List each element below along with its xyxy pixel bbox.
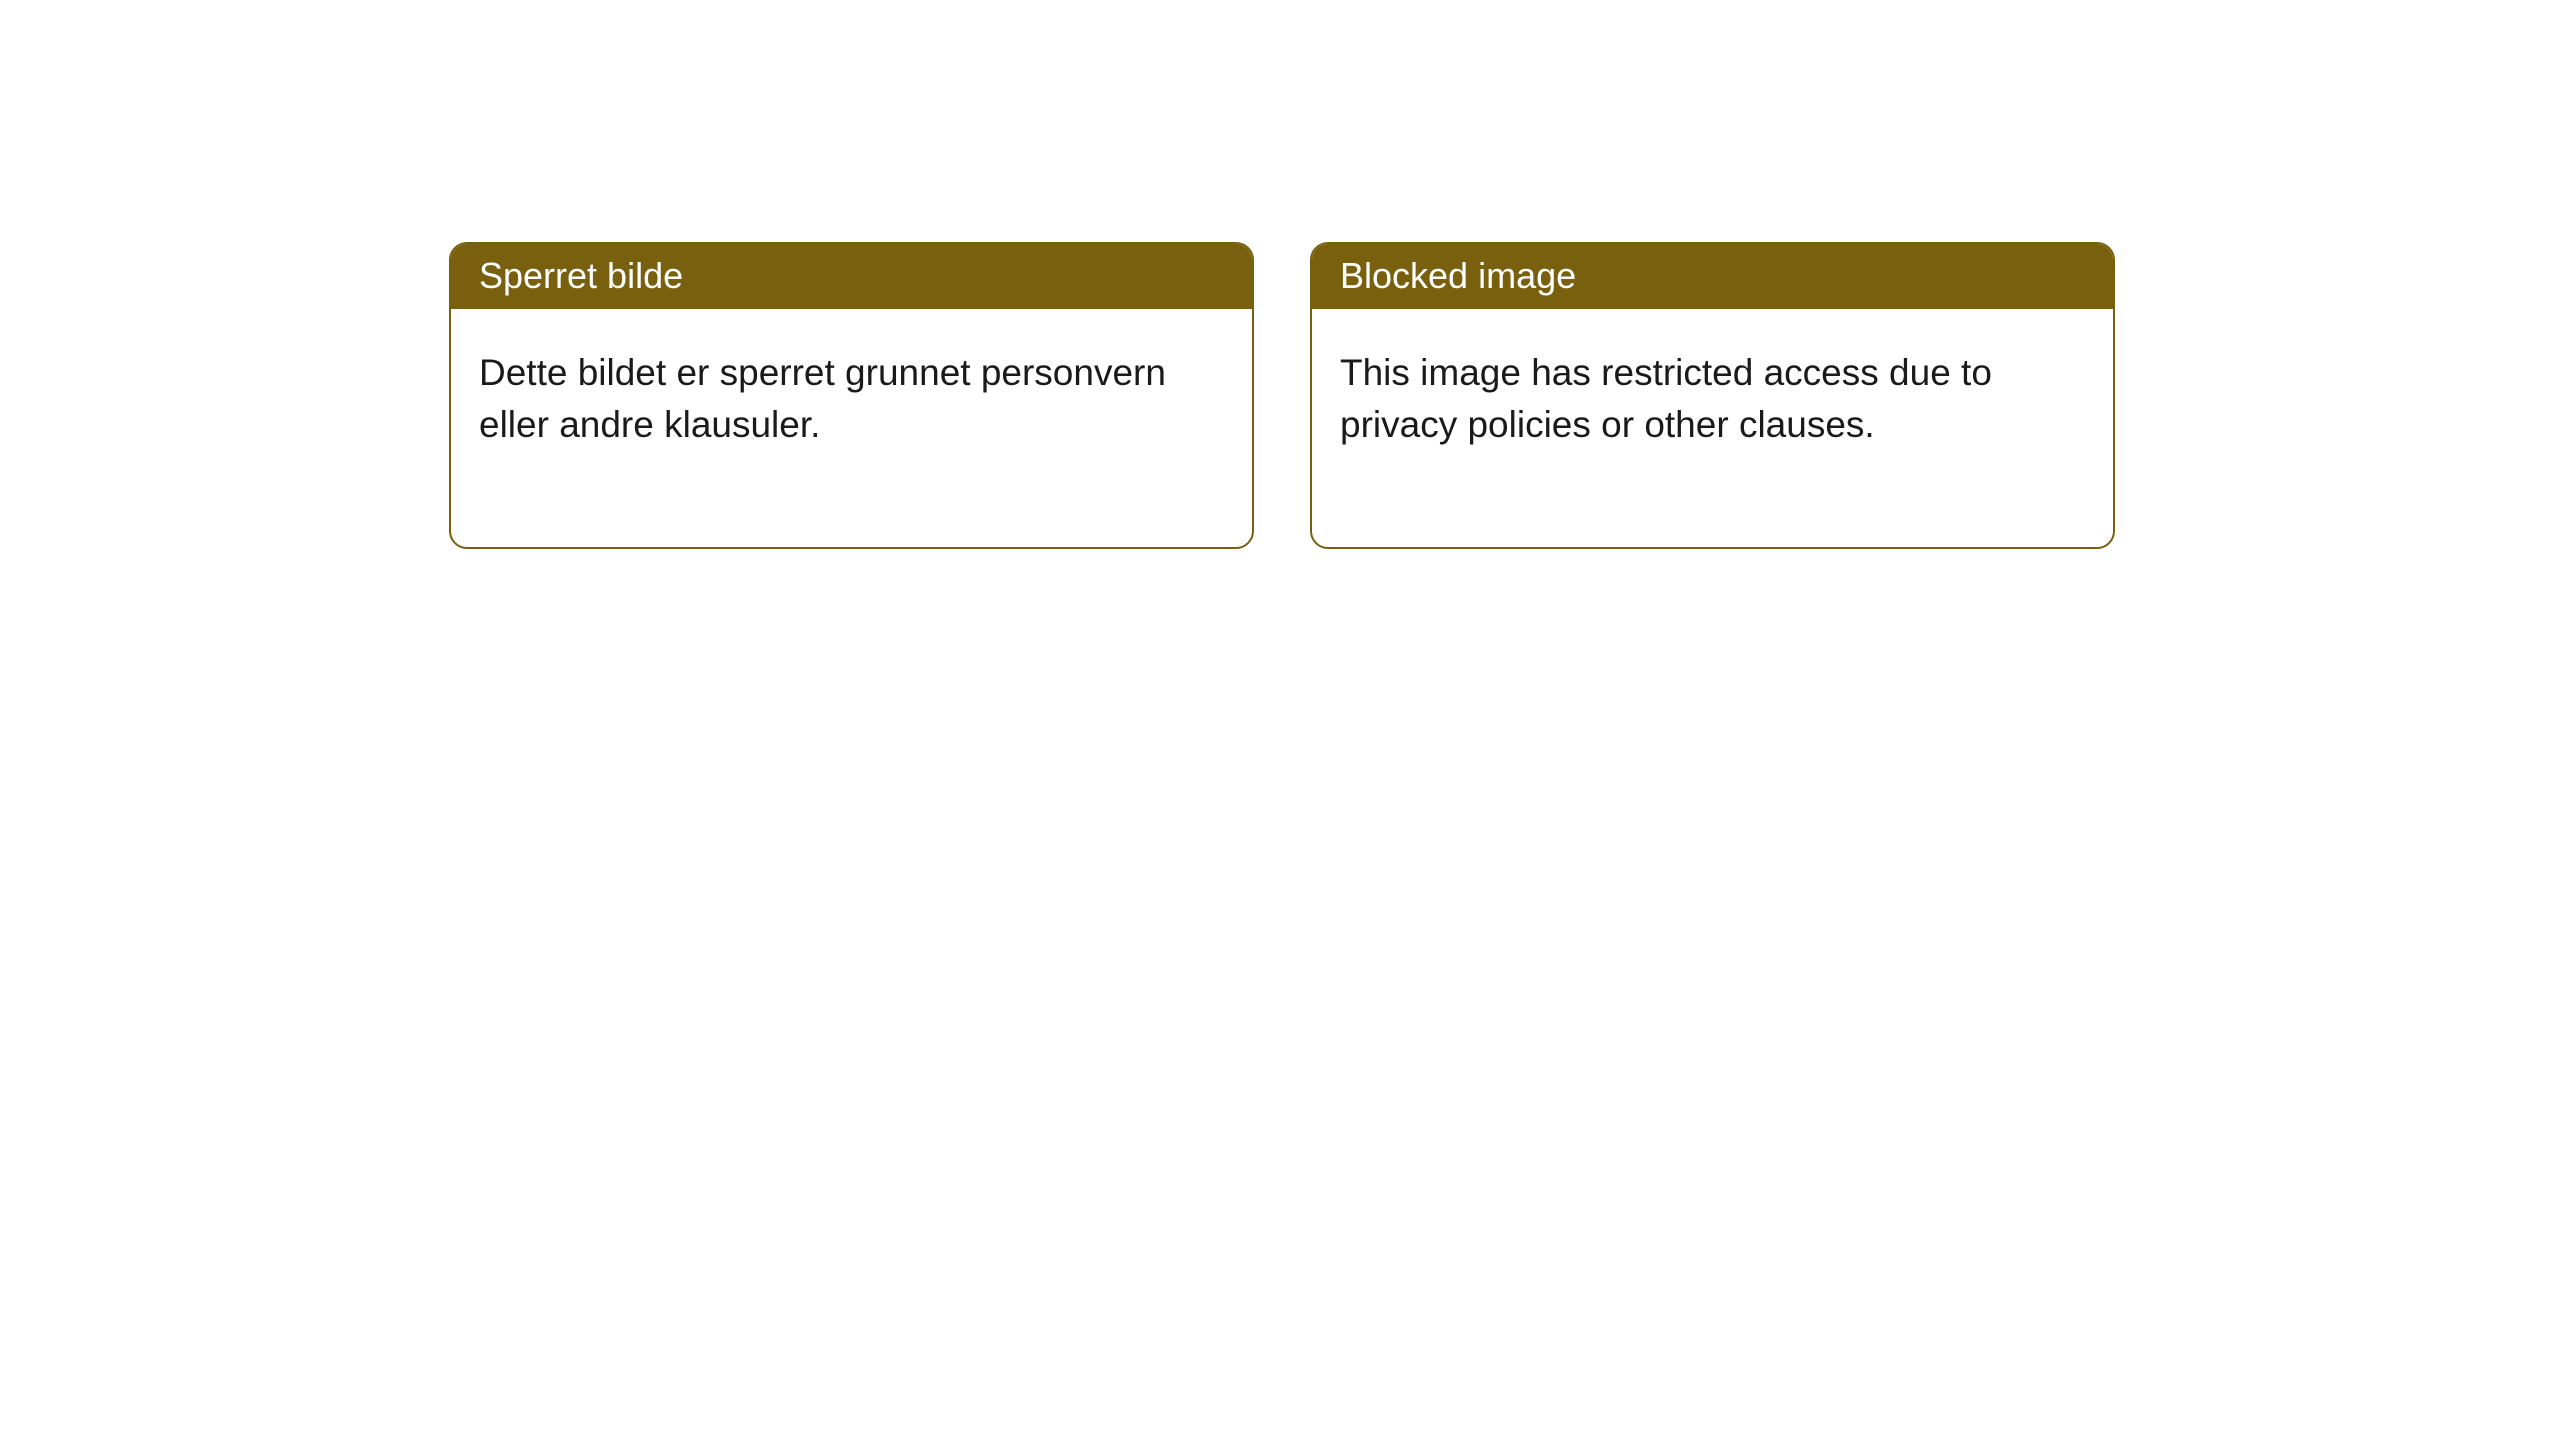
notice-container: Sperret bilde Dette bildet er sperret gr…	[0, 0, 2560, 549]
notice-header: Blocked image	[1312, 244, 2113, 309]
notice-card-english: Blocked image This image has restricted …	[1310, 242, 2115, 549]
notice-body: Dette bildet er sperret grunnet personve…	[451, 309, 1252, 547]
notice-card-norwegian: Sperret bilde Dette bildet er sperret gr…	[449, 242, 1254, 549]
notice-body: This image has restricted access due to …	[1312, 309, 2113, 547]
notice-header: Sperret bilde	[451, 244, 1252, 309]
